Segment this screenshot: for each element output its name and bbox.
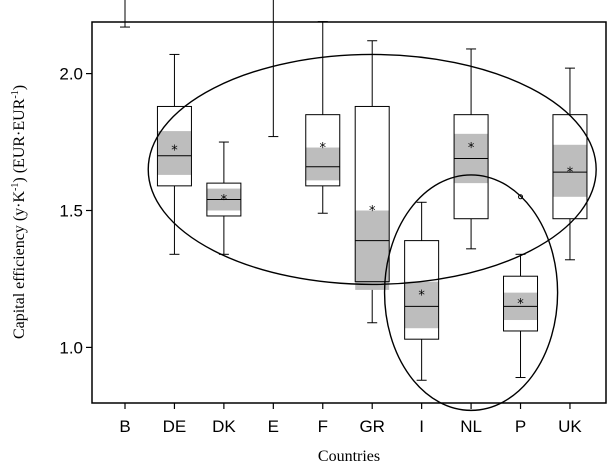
x-axis: B DE DK E F GR I NL P UK <box>119 403 582 436</box>
box-f: * <box>305 21 341 214</box>
box-e: * <box>268 0 279 138</box>
y-axis-title: Capital efficiency (y·K-1) (EUR·EUR-1) <box>10 85 28 339</box>
box-outline <box>503 275 539 332</box>
mean-marker: * <box>320 141 327 156</box>
y-tick-label: 2.0 <box>59 65 83 84</box>
box-gr: * <box>354 40 390 324</box>
box-nl: * <box>453 48 489 250</box>
box-outline <box>354 105 390 283</box>
mean-marker: * <box>369 204 376 219</box>
box-de: * <box>156 53 192 255</box>
x-axis-title: Countries <box>318 448 380 465</box>
x-tick-label: F <box>318 417 328 436</box>
median-ci-band <box>552 144 587 197</box>
box-dk: * <box>206 141 242 255</box>
plot-frame <box>91 21 607 404</box>
median-ci-band <box>355 210 390 290</box>
y-axis-title-prefix: Capital efficiency (y·K <box>11 191 28 340</box>
mean-marker: * <box>221 193 228 208</box>
box-outline <box>305 114 341 187</box>
middle-group-ellipse <box>147 53 597 286</box>
y-axis-title-sup2: -1 <box>10 90 21 98</box>
group-ellipses <box>147 53 597 412</box>
x-tick-label: GR <box>359 417 385 436</box>
median-ci-band <box>404 281 439 329</box>
y-axis-title-sup1: -1 <box>10 183 21 191</box>
x-tick-label: I <box>419 417 424 436</box>
mean-marker: * <box>468 141 475 156</box>
box-b: * <box>120 0 130 28</box>
box-outline <box>156 105 192 187</box>
low-group-ellipse <box>383 174 559 412</box>
mean-marker: * <box>171 144 178 159</box>
x-tick-label: DE <box>163 417 187 436</box>
x-tick-label: E <box>268 417 279 436</box>
box-p: * <box>503 194 539 379</box>
y-tick-label: 1.0 <box>59 338 83 357</box>
box-series: * * * * * * * * * * <box>120 0 588 381</box>
mean-marker: * <box>517 297 524 312</box>
box-uk: * <box>552 67 588 261</box>
y-axis-title-suffix: ) <box>11 85 28 90</box>
x-tick-label: B <box>119 417 130 436</box>
y-axis-title-middle: ) (EUR·EUR <box>11 98 28 182</box>
box-outline <box>404 240 440 340</box>
y-axis: 0.51.01.52.02.53.03.54.0 <box>59 65 92 357</box>
x-tick-label: P <box>515 417 526 436</box>
mean-marker: * <box>567 165 574 180</box>
mean-marker: * <box>418 289 425 304</box>
box-outline <box>453 114 489 220</box>
median-ci-band <box>157 131 192 175</box>
box-i: * <box>404 201 440 381</box>
x-tick-label: UK <box>558 417 582 436</box>
x-tick-label: DK <box>212 417 236 436</box>
y-tick-label: 1.5 <box>59 202 83 221</box>
x-tick-label: NL <box>460 417 482 436</box>
median-ci-band <box>305 147 340 181</box>
